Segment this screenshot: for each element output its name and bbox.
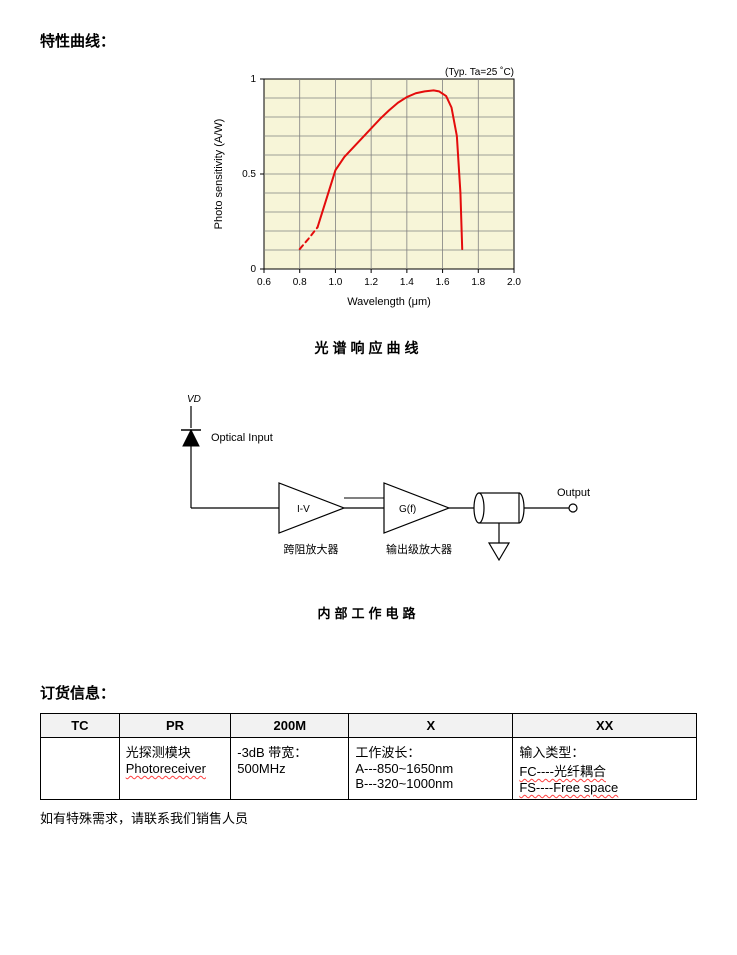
spectral-chart-caption: 光谱响应曲线 — [40, 338, 697, 358]
svg-text:1.0: 1.0 — [328, 277, 342, 288]
order-col-xx: XX — [513, 714, 697, 738]
svg-text:G(f): G(f) — [399, 504, 416, 515]
order-table-header-row: TC PR 200M X XX — [41, 714, 697, 738]
circuit-diagram-caption: 内部工作电路 — [40, 603, 697, 622]
svg-text:0.5: 0.5 — [242, 169, 256, 180]
svg-text:1.4: 1.4 — [399, 277, 413, 288]
order-x-line3: B---320~1000nm — [355, 776, 453, 791]
order-col-200m: 200M — [231, 714, 349, 738]
order-info-table: TC PR 200M X XX 光探测模块 Photoreceiver -3dB… — [40, 713, 697, 800]
order-xx-line2: FC----光纤耦合 — [519, 764, 606, 779]
svg-text:1.8: 1.8 — [471, 277, 485, 288]
order-xx-line1: 输入类型： — [519, 745, 584, 760]
circuit-diagram: VD Optical Input I-V 跨阻放大器 G(f) 输出级放大器 Output — [129, 388, 609, 593]
order-cell-xx: 输入类型： FC----光纤耦合 FS----Free space — [513, 738, 697, 800]
svg-text:1.2: 1.2 — [364, 277, 378, 288]
svg-text:VD: VD — [187, 394, 201, 405]
order-200m-line2: 500MHz — [237, 761, 285, 776]
svg-text:0.6: 0.6 — [257, 277, 271, 288]
svg-text:输出级放大器: 输出级放大器 — [386, 542, 452, 556]
order-pr-line2: Photoreceiver — [126, 761, 206, 776]
svg-text:0.8: 0.8 — [292, 277, 306, 288]
svg-text:(Typ. Ta=25 ˚C): (Typ. Ta=25 ˚C) — [444, 66, 513, 78]
svg-text:2.0: 2.0 — [507, 277, 521, 288]
order-pr-line1: 光探测模块 — [126, 745, 191, 760]
svg-text:I-V: I-V — [297, 504, 310, 515]
svg-text:Output: Output — [557, 487, 590, 499]
order-cell-x: 工作波长： A---850~1650nm B---320~1000nm — [349, 738, 513, 800]
spectral-chart-container: 0.6 0.8 1.0 1.2 1.4 1.6 1.8 2.0 0 0.5 1 Wavelength … — [40, 61, 697, 326]
svg-text:1.6: 1.6 — [435, 277, 449, 288]
order-col-tc: TC — [41, 714, 120, 738]
order-cell-tc — [41, 738, 120, 800]
svg-text:Optical Input: Optical Input — [211, 432, 273, 444]
section-heading-order: 订货信息： — [40, 682, 697, 703]
svg-text:0: 0 — [250, 264, 256, 275]
order-cell-pr: 光探测模块 Photoreceiver — [119, 738, 231, 800]
svg-text:Wavelength (μm): Wavelength (μm) — [347, 296, 431, 308]
order-note: 如有特殊需求，请联系我们销售人员 — [40, 808, 697, 827]
svg-text:跨阻放大器: 跨阻放大器 — [283, 542, 338, 556]
order-x-line2: A---850~1650nm — [355, 761, 453, 776]
order-200m-line1: -3dB 带宽： — [237, 745, 307, 760]
order-cell-200m: -3dB 带宽： 500MHz — [231, 738, 349, 800]
svg-text:Photo sensitivity (A/W): Photo sensitivity (A/W) — [213, 119, 225, 230]
order-col-x: X — [349, 714, 513, 738]
order-x-line1: 工作波长： — [355, 745, 420, 760]
order-xx-line3: FS----Free space — [519, 780, 618, 795]
order-col-pr: PR — [119, 714, 231, 738]
order-table-row: 光探测模块 Photoreceiver -3dB 带宽： 500MHz 工作波长… — [41, 738, 697, 800]
spectral-chart: 0.6 0.8 1.0 1.2 1.4 1.6 1.8 2.0 0 0.5 1 Wavelength … — [189, 61, 549, 326]
section-heading-curves: 特性曲线： — [40, 30, 697, 51]
svg-text:1: 1 — [250, 74, 256, 85]
circuit-diagram-container: VD Optical Input I-V 跨阻放大器 G(f) 输出级放大器 Output — [40, 388, 697, 593]
